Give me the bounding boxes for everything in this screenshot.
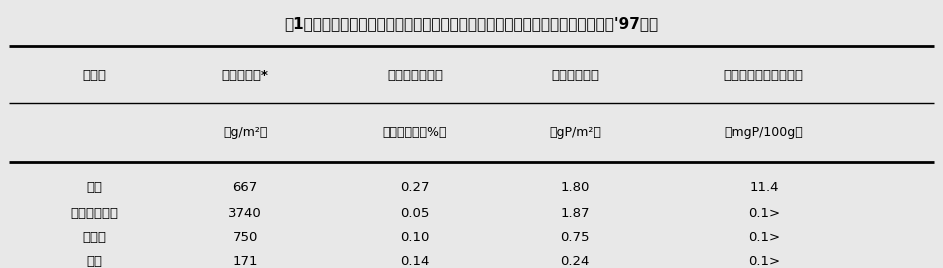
- Text: 11.4: 11.4: [749, 181, 779, 194]
- Text: 1.80: 1.80: [560, 181, 590, 194]
- Text: 667: 667: [233, 181, 257, 194]
- Text: 0.1>: 0.1>: [748, 255, 780, 268]
- Text: 0.05: 0.05: [400, 207, 430, 219]
- Text: 乾物現存量*: 乾物現存量*: [222, 69, 269, 81]
- Text: 牧草: 牧草: [87, 181, 102, 194]
- Text: （gP/m²）: （gP/m²）: [549, 126, 602, 139]
- Text: 土壌中有効態リン濃度: 土壌中有効態リン濃度: [724, 69, 803, 81]
- Text: 3740: 3740: [228, 207, 262, 219]
- Text: 0.27: 0.27: [400, 181, 430, 194]
- Text: アズマネザサ: アズマネザサ: [71, 207, 118, 219]
- Text: ススキ: ススキ: [82, 231, 107, 244]
- Text: 0.10: 0.10: [400, 231, 430, 244]
- Text: 表1　牧野草地の最大生育期における植物体リン量と土壌中の有効態リン濃度（'97年）: 表1 牧野草地の最大生育期における植物体リン量と土壌中の有効態リン濃度（'97年…: [285, 17, 658, 32]
- Text: 0.75: 0.75: [560, 231, 590, 244]
- Text: （g/m²）: （g/m²）: [223, 126, 268, 139]
- Text: 0.1>: 0.1>: [748, 231, 780, 244]
- Text: （mgP/100g）: （mgP/100g）: [724, 126, 803, 139]
- Text: 750: 750: [233, 231, 257, 244]
- Text: 0.24: 0.24: [560, 255, 590, 268]
- Text: 植物体リン量: 植物体リン量: [552, 69, 599, 81]
- Text: 0.14: 0.14: [400, 255, 430, 268]
- Text: 植物体リン濃度: 植物体リン濃度: [387, 69, 443, 81]
- Text: 1.87: 1.87: [560, 207, 590, 219]
- Text: （乾物あたり%）: （乾物あたり%）: [383, 126, 447, 139]
- Text: シバ: シバ: [87, 255, 102, 268]
- Text: 草地型: 草地型: [82, 69, 107, 81]
- Text: 171: 171: [232, 255, 258, 268]
- Text: 0.1>: 0.1>: [748, 207, 780, 219]
